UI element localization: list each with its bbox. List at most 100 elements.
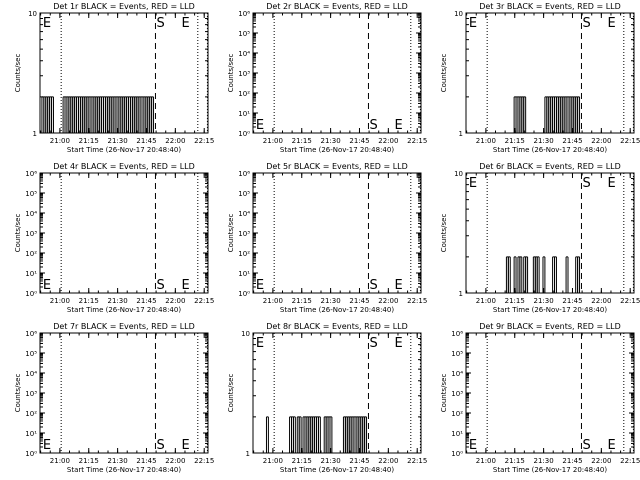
- y-tick-label: 10³: [25, 230, 37, 238]
- event-marker-s: S: [156, 438, 164, 453]
- event-marker-e: E: [394, 278, 402, 293]
- plot-frame: [465, 172, 635, 294]
- event-marker-e: E: [256, 278, 264, 293]
- event-marker-e: E: [181, 16, 189, 31]
- chart-title: Det 8r BLACK = Events, RED = LLD: [266, 322, 408, 331]
- x-axis-label: Start Time (26-Nov-17 20:48:40): [67, 466, 181, 474]
- x-axis-label: Start Time (26-Nov-17 20:48:40): [67, 306, 181, 314]
- y-tick-label: 10¹: [451, 430, 463, 438]
- x-tick-label: 21:15: [292, 457, 312, 465]
- event-marker-e: E: [43, 278, 51, 293]
- event-marker-s: S: [156, 16, 164, 31]
- x-tick-label: 21:15: [505, 297, 525, 305]
- y-tick-label: 10: [454, 170, 463, 178]
- x-tick-label: 21:15: [505, 137, 525, 145]
- y-tick-label: 10²: [25, 410, 37, 418]
- x-axis-label: Start Time (26-Nov-17 20:48:40): [280, 466, 394, 474]
- y-tick-label: 10³: [451, 390, 463, 398]
- x-tick-label: 22:00: [165, 457, 185, 465]
- y-tick-label: 10¹: [25, 270, 37, 278]
- plot-frame: [252, 12, 422, 134]
- event-marker-e: E: [43, 438, 51, 453]
- event-marker-e: E: [469, 438, 477, 453]
- chart-panel-7: Det 7r BLACK = Events, RED = LLD 10⁰ 10¹ 10…: [14, 322, 214, 474]
- chart-title: Det 7r BLACK = Events, RED = LLD: [53, 322, 195, 331]
- y-tick-label: 10⁶: [25, 330, 37, 338]
- x-tick-label: 21:00: [476, 297, 496, 305]
- x-axis-label: Start Time (26-Nov-17 20:48:40): [493, 466, 607, 474]
- y-tick-label: 10²: [451, 410, 463, 418]
- event-marker-e: E: [394, 336, 402, 351]
- event-marker-e: E: [43, 16, 51, 31]
- x-tick-label: 22:00: [591, 297, 611, 305]
- chart-panel-5: Det 5r BLACK = Events, RED = LLD 10⁰ 10¹ 10…: [227, 162, 427, 314]
- x-tick-label: 21:30: [534, 457, 554, 465]
- y-tick-label: 1: [459, 290, 463, 298]
- event-marker-e: E: [394, 118, 402, 133]
- event-marker-e: E: [256, 118, 264, 133]
- chart-panel-1: Det 1r BLACK = Events, RED = LLD 1 10 Count…: [14, 2, 214, 154]
- y-tick-label: 10⁰: [238, 290, 250, 298]
- event-marker-e: E: [181, 438, 189, 453]
- event-marker-e: E: [469, 176, 477, 191]
- chart-title: Det 3r BLACK = Events, RED = LLD: [479, 2, 621, 11]
- x-tick-label: 22:00: [591, 137, 611, 145]
- event-marker-e: E: [607, 176, 615, 191]
- event-marker-s: S: [582, 438, 590, 453]
- x-tick-label: 21:00: [476, 137, 496, 145]
- chart-title: Det 5r BLACK = Events, RED = LLD: [266, 162, 408, 171]
- y-tick-label: 10¹: [238, 110, 250, 118]
- x-axis-label: Start Time (26-Nov-17 20:48:40): [493, 146, 607, 154]
- y-tick-label: 10⁶: [25, 170, 37, 178]
- y-tick-label: 1: [459, 130, 463, 138]
- x-tick-label: 21:00: [263, 297, 283, 305]
- y-tick-label: 10: [454, 10, 463, 18]
- x-tick-label: 22:15: [194, 297, 214, 305]
- y-tick-label: 10: [241, 330, 250, 338]
- plot-frame: [39, 172, 209, 294]
- y-axis-label: Counts/sec: [227, 374, 235, 413]
- plot-frame: [252, 172, 422, 294]
- x-tick-label: 21:15: [79, 297, 99, 305]
- plot-frame: [39, 332, 209, 454]
- x-tick-label: 21:00: [50, 457, 70, 465]
- x-tick-label: 21:15: [79, 457, 99, 465]
- y-tick-label: 10⁵: [25, 350, 37, 358]
- x-tick-label: 21:30: [321, 297, 341, 305]
- chart-panel-3: Det 3r BLACK = Events, RED = LLD 1 10 Count…: [440, 2, 640, 154]
- y-tick-label: 10⁰: [238, 130, 250, 138]
- x-tick-label: 21:00: [50, 297, 70, 305]
- x-tick-label: 21:45: [562, 457, 582, 465]
- plot-frame: [39, 12, 209, 134]
- y-tick-label: 10⁶: [451, 330, 463, 338]
- x-tick-label: 21:45: [349, 137, 369, 145]
- chart-panel-2: Det 2r BLACK = Events, RED = LLD 10⁰ 10¹ 10…: [227, 2, 427, 154]
- x-tick-label: 21:45: [136, 137, 156, 145]
- y-tick-label: 10⁶: [238, 10, 250, 18]
- y-tick-label: 10⁶: [238, 170, 250, 178]
- x-tick-label: 22:00: [591, 457, 611, 465]
- x-tick-label: 22:15: [407, 297, 427, 305]
- x-tick-label: 22:00: [165, 297, 185, 305]
- x-tick-label: 22:15: [620, 137, 640, 145]
- y-axis-label: Counts/sec: [440, 54, 448, 93]
- x-tick-label: 22:15: [620, 457, 640, 465]
- y-tick-label: 10⁵: [451, 350, 463, 358]
- event-marker-e: E: [256, 336, 264, 351]
- x-tick-label: 21:30: [108, 457, 128, 465]
- x-tick-label: 22:15: [194, 137, 214, 145]
- event-marker-e: E: [607, 16, 615, 31]
- y-tick-label: 10⁰: [25, 450, 37, 458]
- y-tick-label: 10⁴: [451, 370, 463, 378]
- y-tick-label: 10: [28, 10, 37, 18]
- y-tick-label: 10²: [238, 90, 250, 98]
- y-tick-label: 10⁴: [238, 210, 250, 218]
- chart-title: Det 1r BLACK = Events, RED = LLD: [53, 2, 195, 11]
- event-marker-s: S: [369, 278, 377, 293]
- event-marker-s: S: [582, 176, 590, 191]
- event-marker-e: E: [469, 16, 477, 31]
- y-axis-label: Counts/sec: [440, 214, 448, 253]
- x-tick-label: 21:15: [79, 137, 99, 145]
- x-tick-label: 21:45: [349, 457, 369, 465]
